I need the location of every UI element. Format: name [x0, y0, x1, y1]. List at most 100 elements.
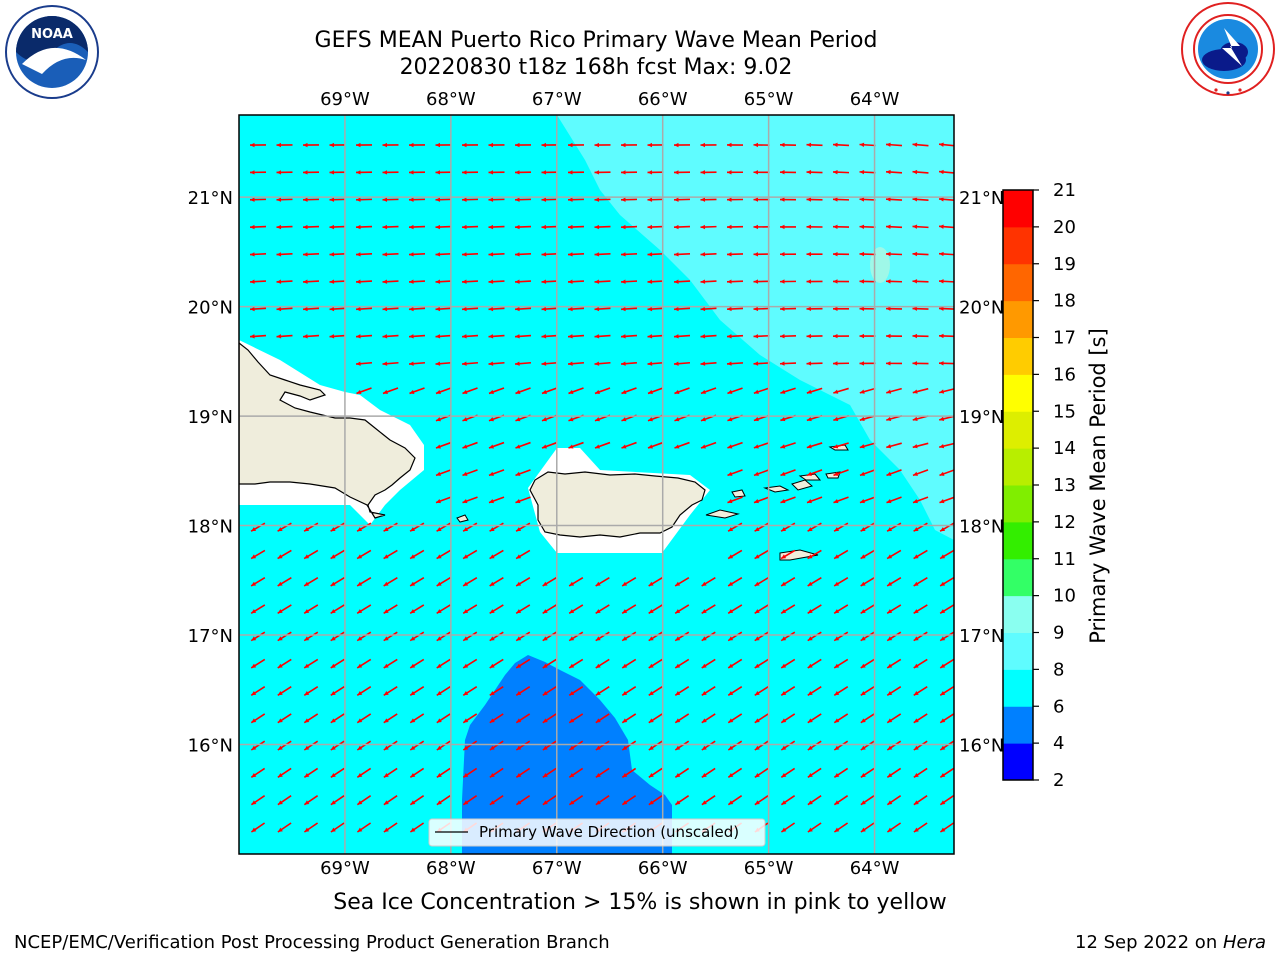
map-frame	[238, 114, 955, 855]
wave-arrow	[542, 658, 557, 669]
wave-arrow	[779, 306, 797, 312]
wave-arrow	[488, 441, 505, 449]
wave-arrow	[939, 658, 954, 669]
wave-arrow	[621, 658, 637, 669]
wave-arrow	[885, 361, 903, 366]
wave-arrow	[674, 713, 690, 724]
wave-arrow	[382, 252, 399, 257]
wave-arrow	[330, 631, 345, 642]
wave-arrow	[647, 224, 664, 230]
lat-label-right: 21°N	[959, 188, 1004, 209]
wave-arrow	[514, 279, 532, 284]
wave-arrow	[674, 604, 690, 614]
wave-arrow	[726, 224, 744, 230]
wave-arrow	[435, 252, 452, 257]
wave-arrow	[541, 252, 558, 257]
colorbar-tick-label: 9	[1053, 623, 1064, 644]
wave-arrow	[807, 740, 822, 751]
wave-arrow	[568, 740, 584, 751]
wave-arrow	[833, 713, 849, 724]
footer-credit: NCEP/EMC/Verification Post Processing Pr…	[14, 932, 610, 953]
wave-arrow	[383, 713, 398, 724]
wave-arrow	[753, 279, 770, 284]
wave-arrow	[780, 442, 796, 449]
wave-arrow	[461, 279, 479, 284]
wave-arrow	[938, 224, 954, 229]
wave-arrow	[727, 767, 743, 779]
wave-arrow	[383, 549, 398, 560]
wave-arrow	[701, 767, 716, 779]
wave-arrow	[779, 252, 797, 257]
lat-label-left: 19°N	[188, 407, 233, 428]
wave-arrow	[568, 686, 584, 696]
wave-arrow	[754, 604, 769, 614]
lon-label-top: 67°W	[532, 89, 582, 110]
wave-arrow	[409, 740, 425, 751]
noaa-logo-text: NOAA	[31, 27, 73, 42]
wave-arrow	[620, 361, 638, 366]
wave-arrow	[436, 576, 451, 587]
wave-arrow	[302, 252, 320, 257]
wave-arrow	[620, 224, 638, 230]
wave-arrow	[859, 197, 876, 202]
wave-arrow	[514, 170, 532, 175]
wave-arrow	[382, 197, 399, 202]
wave-arrow	[700, 279, 717, 284]
wave-arrow	[567, 279, 585, 284]
wave-arrow	[727, 469, 743, 477]
wave-arrow	[277, 795, 292, 806]
wave-arrow	[568, 631, 584, 642]
wave-arrow	[647, 334, 664, 339]
legend-label: Primary Wave Direction (unscaled)	[479, 823, 739, 841]
wave-arrow	[780, 686, 796, 696]
lat-label-right: 19°N	[959, 407, 1004, 428]
wave-arrow	[276, 142, 293, 148]
wave-arrow	[329, 142, 346, 148]
colorbar-tick-label: 20	[1053, 217, 1076, 238]
wave-arrow	[303, 631, 319, 642]
wave-arrow	[807, 822, 822, 833]
wave-arrow	[541, 387, 558, 395]
wave-arrow	[700, 387, 717, 395]
wave-arrow	[807, 522, 822, 532]
wave-arrow	[754, 576, 769, 587]
wave-arrow	[488, 170, 505, 175]
wave-arrow	[912, 387, 929, 394]
colorbar-tick-label: 19	[1053, 254, 1076, 275]
footer-host: Hera	[1222, 932, 1266, 953]
wave-arrow	[382, 387, 399, 395]
wave-arrow	[648, 631, 663, 642]
wave-arrow	[514, 361, 532, 366]
wave-arrow	[595, 740, 610, 751]
wave-arrow	[303, 522, 319, 532]
wave-arrow	[249, 252, 267, 257]
wave-arrow	[461, 361, 479, 366]
wave-arrow	[303, 549, 319, 560]
wave-arrow	[806, 170, 823, 175]
wave-arrow	[621, 631, 637, 642]
wave-arrow	[780, 604, 796, 614]
wave-arrow	[859, 279, 876, 284]
colorbar-segment	[1003, 300, 1033, 338]
wave-arrow	[541, 441, 558, 449]
wave-arrow	[356, 686, 372, 696]
wave-arrow	[356, 576, 372, 587]
wave-arrow	[833, 822, 849, 833]
wave-arrow	[330, 822, 345, 833]
wave-arrow	[806, 224, 823, 230]
colorbar: 2 4 6 8 9 10 11 12 13 14 15 16 17 18 19 20 21	[1002, 180, 1076, 791]
wave-arrow	[673, 142, 691, 148]
wave-arrow	[356, 795, 372, 806]
wave-arrow	[806, 496, 823, 504]
wave-arrow	[701, 576, 716, 587]
nws-logo	[1181, 2, 1275, 96]
wave-arrow	[753, 442, 770, 449]
wave-arrow	[833, 604, 849, 614]
arrow-legend: Primary Wave Direction (unscaled)	[428, 818, 766, 847]
wave-arrow	[780, 522, 796, 532]
wave-arrow	[514, 252, 532, 257]
wave-arrow	[436, 522, 451, 532]
wave-arrow	[250, 822, 266, 833]
wave-arrow	[938, 361, 954, 366]
